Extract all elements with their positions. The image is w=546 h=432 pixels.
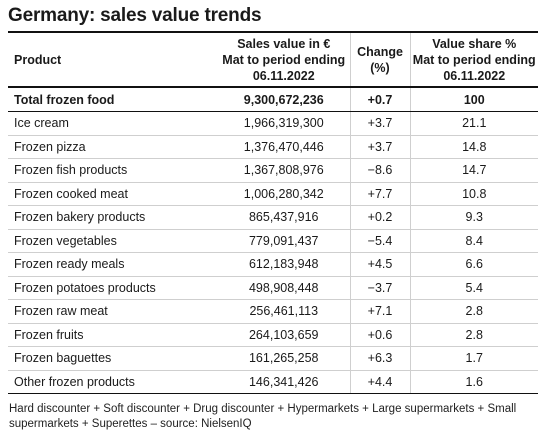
table-row: Ice cream 1,966,319,300 +3.7 21.1 xyxy=(8,111,538,136)
table-row-total: Total frozen food 9,300,672,236 +0.7 100 xyxy=(8,87,538,112)
header-change: Change (%) xyxy=(349,33,410,88)
cell-share: 2.8 xyxy=(409,299,538,324)
header-product: Product xyxy=(8,33,218,88)
cell-sales: 146,341,426 xyxy=(218,370,350,394)
cell-change: +3.7 xyxy=(349,135,410,159)
cell-sales: 865,437,916 xyxy=(218,205,350,230)
header-change-line1: Change xyxy=(357,44,403,59)
cell-share: 8.4 xyxy=(409,229,538,253)
table-row: Frozen fish products 1,367,808,976 −8.6 … xyxy=(8,158,538,183)
cell-share: 9.3 xyxy=(409,205,538,230)
cell-sales: 779,091,437 xyxy=(218,229,350,253)
cell-change: +4.5 xyxy=(349,252,410,277)
cell-change: +0.6 xyxy=(349,323,410,347)
cell-product: Ice cream xyxy=(8,111,218,136)
cell-share: 2.8 xyxy=(409,323,538,347)
cell-sales: 9,300,672,236 xyxy=(218,87,350,112)
cell-product: Frozen ready meals xyxy=(8,252,218,277)
table-row: Frozen potatoes products 498,908,448 −3.… xyxy=(8,276,538,300)
cell-share: 1.6 xyxy=(409,370,538,394)
cell-share: 14.7 xyxy=(409,158,538,183)
cell-share: 10.8 xyxy=(409,182,538,206)
sales-table: Product Sales value in € Mat to period e… xyxy=(8,33,538,394)
cell-product: Frozen potatoes products xyxy=(8,276,218,300)
cell-change: +4.4 xyxy=(349,370,410,394)
header-sales-line1: Sales value in € xyxy=(237,36,331,51)
cell-product: Total frozen food xyxy=(8,87,218,112)
cell-change: +3.7 xyxy=(349,111,410,136)
cell-sales: 1,367,808,976 xyxy=(218,158,350,183)
cell-change: +6.3 xyxy=(349,346,410,371)
cell-sales: 161,265,258 xyxy=(218,346,350,371)
cell-change: −5.4 xyxy=(349,229,410,253)
cell-change: +0.7 xyxy=(349,87,410,112)
table-header-row: Product Sales value in € Mat to period e… xyxy=(8,33,538,88)
table-row: Frozen raw meat 256,461,113 +7.1 2.8 xyxy=(8,299,538,324)
header-sales-line2: Mat to period ending xyxy=(222,52,346,67)
cell-change: +7.7 xyxy=(349,182,410,206)
cell-share: 5.4 xyxy=(409,276,538,300)
table-row: Frozen cooked meat 1,006,280,342 +7.7 10… xyxy=(8,182,538,206)
cell-product: Other frozen products xyxy=(8,370,218,394)
cell-product: Frozen pizza xyxy=(8,135,218,159)
cell-change: +0.2 xyxy=(349,205,410,230)
cell-share: 6.6 xyxy=(409,252,538,277)
cell-product: Frozen baguettes xyxy=(8,346,218,371)
cell-share: 1.7 xyxy=(409,346,538,371)
cell-sales: 1,006,280,342 xyxy=(218,182,350,206)
cell-product: Frozen vegetables xyxy=(8,229,218,253)
table-row: Other frozen products 146,341,426 +4.4 1… xyxy=(8,370,538,394)
header-change-line2: (%) xyxy=(370,60,390,75)
cell-sales: 264,103,659 xyxy=(218,323,350,347)
table-row: Frozen baguettes 161,265,258 +6.3 1.7 xyxy=(8,346,538,371)
cell-share: 21.1 xyxy=(409,111,538,136)
header-sales-value: Sales value in € Mat to period ending 06… xyxy=(218,33,350,88)
cell-sales: 256,461,113 xyxy=(218,299,350,324)
cell-change: −3.7 xyxy=(349,276,410,300)
header-value-share: Value share % Mat to period ending 06.11… xyxy=(409,33,538,88)
cell-sales: 612,183,948 xyxy=(218,252,350,277)
table-row: Frozen bakery products 865,437,916 +0.2 … xyxy=(8,205,538,230)
cell-product: Frozen fish products xyxy=(8,158,218,183)
cell-product: Frozen cooked meat xyxy=(8,182,218,206)
cell-product: Frozen bakery products xyxy=(8,205,218,230)
cell-sales: 1,376,470,446 xyxy=(218,135,350,159)
table-row: Frozen vegetables 779,091,437 −5.4 8.4 xyxy=(8,229,538,253)
table-row: Frozen fruits 264,103,659 +0.6 2.8 xyxy=(8,323,538,347)
cell-change: +7.1 xyxy=(349,299,410,324)
cell-product: Frozen fruits xyxy=(8,323,218,347)
title-rule xyxy=(8,31,538,33)
cell-share: 100 xyxy=(409,87,538,112)
page-title: Germany: sales value trends xyxy=(8,5,262,26)
cell-sales: 1,966,319,300 xyxy=(218,111,350,136)
source-note: Hard discounter + Soft discounter + Drug… xyxy=(9,403,517,430)
table-row: Frozen ready meals 612,183,948 +4.5 6.6 xyxy=(8,252,538,277)
header-share-line2: Mat to period ending xyxy=(412,52,536,67)
cell-product: Frozen raw meat xyxy=(8,299,218,324)
table-row: Frozen pizza 1,376,470,446 +3.7 14.8 xyxy=(8,135,538,159)
header-sales-line3: 06.11.2022 xyxy=(252,68,315,83)
cell-sales: 498,908,448 xyxy=(218,276,350,300)
header-share-line1: Value share % xyxy=(432,36,517,51)
header-share-line3: 06.11.2022 xyxy=(443,68,506,83)
cell-change: −8.6 xyxy=(349,158,410,183)
cell-share: 14.8 xyxy=(409,135,538,159)
